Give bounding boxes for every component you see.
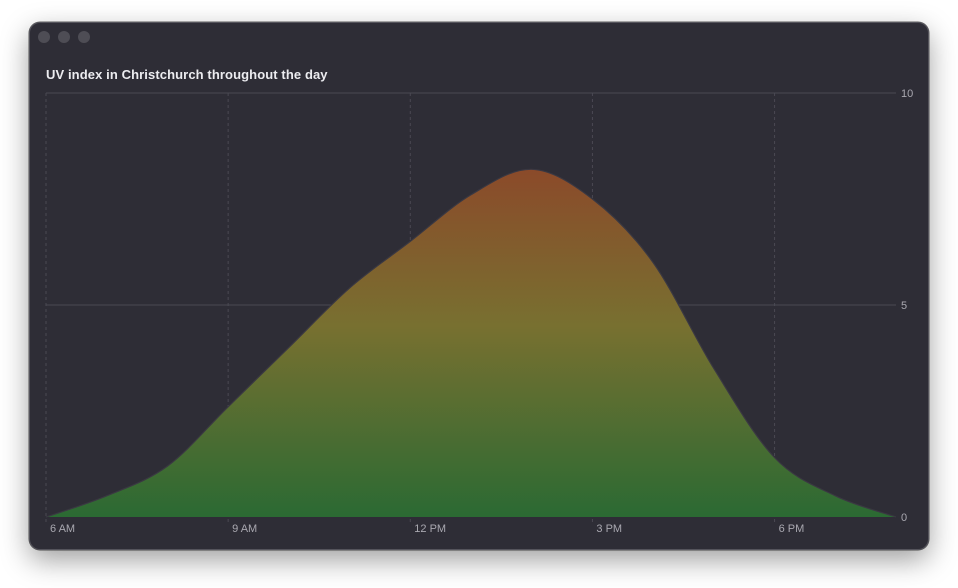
app-window: UV index in Christchurch throughout the … [29,22,929,550]
minimize-button[interactable] [58,31,70,43]
y-tick-label: 0 [901,512,907,524]
uv-area [46,169,896,517]
plot-area [45,168,897,518]
x-tick-label: 6 AM [50,523,75,535]
close-button[interactable] [38,31,50,43]
x-tick-label: 9 AM [232,523,257,535]
window-controls [38,31,90,43]
uv-line [45,168,897,518]
chart-title: UV index in Christchurch throughout the … [46,67,328,82]
zoom-button[interactable] [78,31,90,43]
y-tick-label: 5 [901,300,907,312]
axis-labels: 0 5 10 6 AM 9 AM 12 PM 3 PM 6 PM [50,88,913,535]
y-tick-label: 10 [901,88,913,100]
x-tick-label: 6 PM [779,523,805,535]
x-tick-label: 12 PM [414,523,446,535]
uv-area-chart: 0 5 10 6 AM 9 AM 12 PM 3 PM 6 PM [45,88,913,535]
x-tick-label: 3 PM [596,523,622,535]
